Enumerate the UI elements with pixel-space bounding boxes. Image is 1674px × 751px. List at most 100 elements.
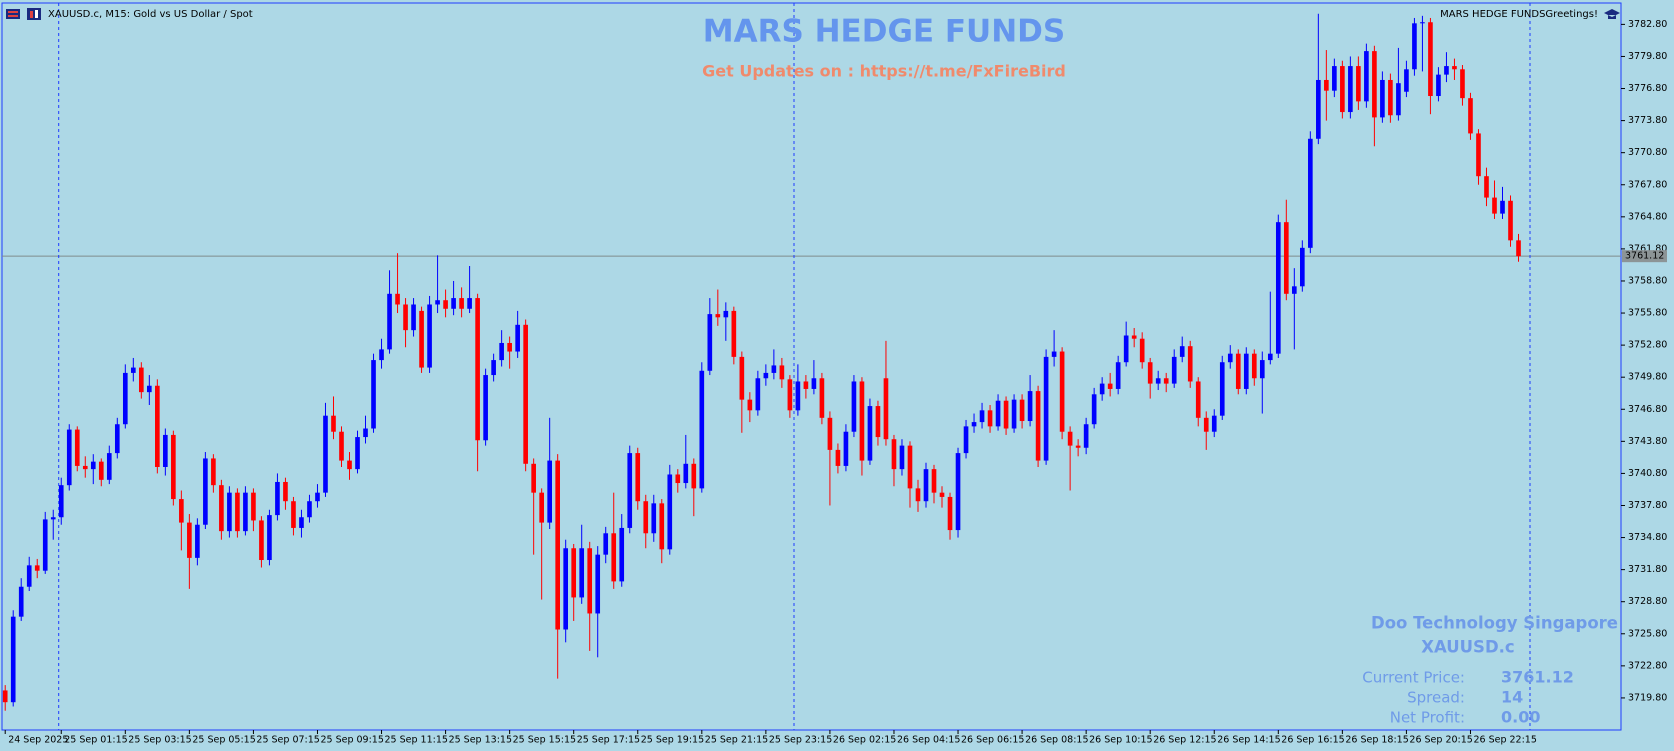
candle-body (211, 458, 216, 486)
x-tick-label: 26 Sep 04:15 (897, 735, 960, 746)
candle-body (763, 372, 769, 379)
candle-body (1147, 362, 1153, 384)
candle-body (499, 342, 504, 361)
candle-body (355, 437, 360, 470)
candle-body (1043, 356, 1049, 461)
x-tick-label: 25 Sep 03:15 (128, 735, 191, 746)
icon (8, 15, 18, 17)
candle-body (1163, 378, 1169, 384)
x-tick-label: 26 Sep 12:15 (1153, 735, 1216, 746)
candle-body (1516, 240, 1521, 257)
panel-label: Current Price: (1362, 669, 1465, 687)
candle-body (1291, 286, 1297, 294)
candle-body (715, 314, 721, 318)
candle-body (1067, 431, 1073, 446)
candle-body (1476, 133, 1481, 177)
candle-body (1259, 360, 1265, 379)
candle-body (331, 415, 336, 432)
candle-body (138, 367, 144, 393)
x-tick-label: 26 Sep 20:15 (1409, 735, 1472, 746)
x-tick-label: 26 Sep 16:15 (1281, 735, 1344, 746)
candle-body (130, 367, 136, 373)
icon (27, 8, 41, 20)
panel-value: 14 (1501, 688, 1523, 707)
x-tick-label: 25 Sep 07:15 (256, 735, 319, 746)
candle-body (803, 381, 809, 389)
candle-body (523, 324, 528, 464)
candle-body (1364, 51, 1369, 102)
toolbar-icons (6, 8, 41, 20)
candle-body (1348, 66, 1353, 113)
candle-body (179, 499, 184, 523)
candle-body (811, 378, 817, 389)
candle-body (1107, 383, 1113, 389)
candle-body (1187, 346, 1193, 382)
candle-body (875, 406, 881, 438)
y-tick-label: 3734.80 (1628, 532, 1667, 543)
y-tick-label: 3731.80 (1628, 564, 1667, 575)
candle-body (923, 469, 929, 502)
candle-body (419, 310, 424, 368)
greeting: MARS HEDGE FUNDSGreetings! (1440, 9, 1598, 20)
x-tick-label: 25 Sep 11:15 (385, 735, 448, 746)
panel-value: 0.00 (1501, 708, 1540, 727)
candle-body (947, 496, 953, 531)
candle-body (507, 342, 512, 352)
candle-body (691, 463, 697, 489)
x-tick-label: 25 Sep 23:15 (769, 735, 832, 746)
candle-body (187, 522, 192, 558)
candle-body (667, 474, 673, 550)
candle-body (1155, 378, 1161, 384)
candle-body (1011, 399, 1017, 429)
candle-body (1452, 66, 1457, 70)
candle-body (571, 548, 577, 598)
candle-body (555, 460, 561, 630)
candle-body (395, 293, 400, 305)
candle-body (363, 428, 368, 438)
candle-body (98, 461, 104, 480)
candle-body (163, 434, 168, 467)
candle-body (114, 424, 120, 454)
candle-body (451, 298, 456, 309)
candle-body (1083, 424, 1089, 448)
candle-body (1340, 66, 1345, 113)
candle-body (275, 481, 280, 516)
candle-body (1308, 138, 1313, 248)
x-tick-label: 26 Sep 14:15 (1217, 735, 1280, 746)
x-tick-label: 26 Sep 22:15 (1473, 735, 1536, 746)
y-tick-label: 3752.80 (1628, 340, 1667, 351)
candle-body (1179, 346, 1185, 357)
candle-body (595, 554, 601, 614)
y-tick-label: 3719.80 (1628, 692, 1667, 703)
candle-body (291, 501, 296, 528)
candle-body (267, 515, 272, 561)
candle-body (979, 410, 985, 423)
candle-body (563, 548, 569, 630)
candle-body (659, 503, 665, 550)
candle-body (26, 565, 32, 587)
candle-body (907, 445, 913, 489)
candle-body (1243, 353, 1249, 389)
x-tick-label: 25 Sep 13:15 (449, 735, 512, 746)
candle-body (1027, 391, 1033, 422)
candle-body (859, 381, 865, 461)
candle-body (403, 304, 408, 331)
x-tick-label: 25 Sep 09:15 (320, 735, 383, 746)
candle-body (683, 463, 689, 484)
x-tick-label: 26 Sep 10:15 (1089, 735, 1152, 746)
candle-body (851, 381, 857, 432)
candle-body (90, 461, 96, 470)
candle-body (707, 314, 713, 371)
candle-body (939, 492, 945, 497)
x-tick-label: 26 Sep 06:15 (961, 735, 1024, 746)
broker-name: Doo Technology Singapore Pte. L (1371, 614, 1674, 633)
y-tick-label: 3773.80 (1628, 115, 1667, 126)
candle-body (1412, 23, 1417, 70)
candle-body (74, 429, 80, 466)
y-tick-label: 3776.80 (1628, 83, 1667, 94)
candle-body (427, 304, 432, 368)
candle-body (779, 365, 785, 380)
candle-body (2, 690, 8, 703)
